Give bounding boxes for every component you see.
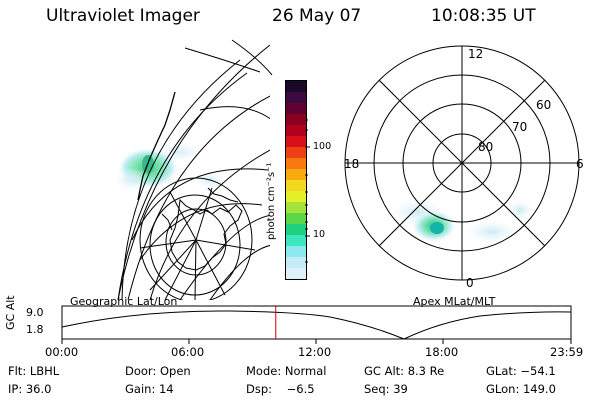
mlt-line bbox=[378, 79, 546, 247]
coastline bbox=[161, 213, 173, 231]
colorbar-band bbox=[286, 224, 306, 235]
colorbar-band bbox=[286, 213, 306, 224]
mlat-label-80: 80 bbox=[478, 140, 494, 154]
timeline-xtick-0600: 06:00 bbox=[171, 345, 205, 359]
colorbar-band bbox=[286, 158, 306, 169]
timeline-frame bbox=[61, 305, 572, 340]
coastline bbox=[207, 187, 239, 203]
coastline bbox=[169, 198, 243, 271]
colorbar-band bbox=[286, 257, 306, 268]
door-info: Door: Open bbox=[125, 364, 191, 378]
colorbar-band bbox=[286, 81, 306, 92]
meridian-line bbox=[169, 191, 197, 241]
meridian-line bbox=[139, 239, 197, 249]
time-label: 10:08:35 UT bbox=[431, 6, 536, 26]
meridian-line bbox=[195, 187, 213, 241]
colorbar bbox=[285, 80, 307, 280]
mode-info: Mode: Normal bbox=[246, 364, 327, 378]
latitude-line bbox=[199, 106, 270, 120]
earth-limb bbox=[117, 72, 248, 301]
right-panel-label: Apex MLat/MLT bbox=[413, 295, 496, 308]
ip-info: IP: 36.0 bbox=[8, 382, 52, 396]
colorbar-band bbox=[286, 246, 306, 257]
colorbar-band bbox=[286, 114, 306, 125]
mlt-label-0: 0 bbox=[466, 276, 474, 290]
left-panel-label: Geographic Lat/Lon bbox=[70, 295, 178, 308]
instrument-title: Ultraviolet Imager bbox=[46, 6, 200, 26]
filter-info: Flt: LBHL bbox=[8, 364, 60, 378]
colorbar-band bbox=[286, 268, 306, 279]
timeline-xtick-0000: 00:00 bbox=[45, 345, 79, 359]
latitude-circle bbox=[139, 177, 253, 300]
coastline bbox=[137, 91, 176, 201]
colorbar-band bbox=[286, 202, 306, 213]
timeline-xtick-1200: 12:00 bbox=[298, 345, 332, 359]
glon-info: GLon: 149.0 bbox=[486, 382, 556, 396]
timeline-xtick-2359: 23:59 bbox=[550, 345, 584, 359]
gain-info: Gain: 14 bbox=[125, 382, 174, 396]
seq-info: Seq: 39 bbox=[364, 382, 408, 396]
meridian-line bbox=[149, 239, 197, 291]
gc-alt-info: GC Alt: 8.3 Re bbox=[364, 364, 445, 378]
timeline-ytick-bottom: 1.8 bbox=[26, 323, 44, 336]
mlt-label-12: 12 bbox=[468, 47, 484, 61]
colorbar-tick-100: 100 bbox=[313, 141, 332, 152]
latitude-line bbox=[117, 44, 270, 300]
latitude-line bbox=[127, 95, 270, 300]
colorbar-band bbox=[286, 169, 306, 180]
meridian-line bbox=[164, 239, 197, 300]
colorbar-band bbox=[286, 103, 306, 114]
date-label: 26 May 07 bbox=[272, 6, 362, 26]
mlt-label-6: 6 bbox=[576, 157, 584, 171]
glat-info: GLat: −54.1 bbox=[486, 364, 556, 378]
mlat-label-60: 60 bbox=[536, 98, 552, 112]
colorbar-tick-10: 10 bbox=[313, 229, 326, 240]
timeline-ytick-top: 9.0 bbox=[26, 306, 44, 319]
colorbar-band bbox=[286, 180, 306, 191]
altitude-curve bbox=[61, 310, 572, 340]
colorbar-band bbox=[286, 136, 306, 147]
timeline-xtick-1800: 18:00 bbox=[425, 345, 459, 359]
colorbar-band bbox=[286, 147, 306, 158]
mlat-label-70: 70 bbox=[512, 120, 528, 134]
colorbar-band bbox=[286, 191, 306, 202]
colorbar-band bbox=[286, 125, 306, 136]
colorbar-band bbox=[286, 235, 306, 246]
colorbar-band bbox=[286, 92, 306, 103]
dsp-info: Dsp: −6.5 bbox=[246, 382, 315, 396]
mlt-label-18: 18 bbox=[344, 157, 360, 171]
